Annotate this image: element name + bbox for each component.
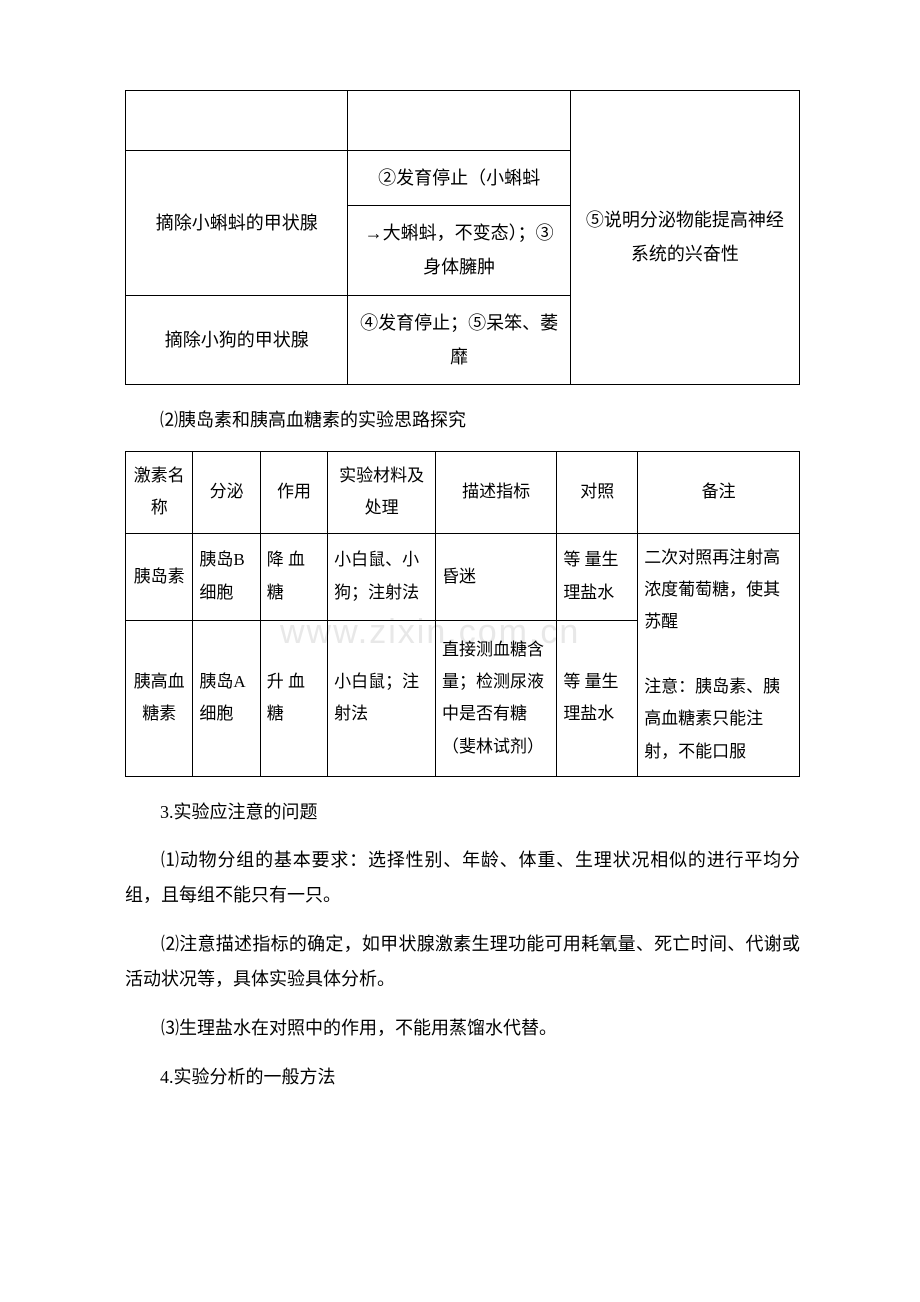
header-materials: 实验材料及处理 <box>328 452 436 534</box>
cell-insulin-control: 等 量生 理盐水 <box>557 533 638 620</box>
note-text-1: 二次对照再注射高浓度葡萄糖，使其苏醒 <box>644 548 780 632</box>
thyroid-experiment-table: ⑤说明分泌物能提高神经系统的兴奋性 摘除小蝌蚪的甲状腺 ②发育停止（小蝌蚪 →大… <box>125 90 800 385</box>
cell-insulin-secretion: 胰岛B 细胞 <box>193 533 260 620</box>
cell-glucagon-control: 等 量生 理盐水 <box>557 620 638 776</box>
cell-dog-result: ④发育停止；⑤呆笨、萎靡 <box>348 295 570 384</box>
hormone-experiment-table: 激素名称 分泌 作用 实验材料及处理 描述指标 对照 备注 胰岛素 胰岛B 细胞… <box>125 451 800 777</box>
note-text-2: 注意：胰岛素、胰高血糖素只能注射，不能口服 <box>644 677 780 761</box>
cell-glucagon-function: 升 血糖 <box>260 620 327 776</box>
cell-blank-2 <box>348 91 570 151</box>
cell-dog-removal: 摘除小狗的甲状腺 <box>126 295 348 384</box>
paragraph-saline: ⑶生理盐水在对照中的作用，不能用蒸馏水代替。 <box>125 1011 800 1046</box>
heading-experiment-notes: 3.实验应注意的问题 <box>160 795 800 829</box>
header-indicators: 描述指标 <box>436 452 557 534</box>
paragraph-indicators: ⑵注意描述指标的确定，如甲状腺激素生理功能可用耗氧量、死亡时间、代谢或活动状况等… <box>125 927 800 997</box>
cell-insulin-name: 胰岛素 <box>126 533 193 620</box>
table-header-row: 激素名称 分泌 作用 实验材料及处理 描述指标 对照 备注 <box>126 452 800 534</box>
cell-blank-1 <box>126 91 348 151</box>
heading-insulin-glucagon: ⑵胰岛素和胰高血糖素的实验思路探究 <box>160 403 800 437</box>
table-row: ⑤说明分泌物能提高神经系统的兴奋性 <box>126 91 800 151</box>
cell-glucagon-secretion: 胰岛A 细胞 <box>193 620 260 776</box>
header-control: 对照 <box>557 452 638 534</box>
cell-insulin-indicator: 昏迷 <box>436 533 557 620</box>
table-row: 胰岛素 胰岛B 细胞 降 血糖 小白鼠、小狗；注射法 昏迷 等 量生 理盐水 二… <box>126 533 800 620</box>
cell-tadpole-removal: 摘除小蝌蚪的甲状腺 <box>126 151 348 296</box>
header-secretion: 分泌 <box>193 452 260 534</box>
cell-insulin-function: 降 血糖 <box>260 533 327 620</box>
header-function: 作用 <box>260 452 327 534</box>
cell-notes-merged: 二次对照再注射高浓度葡萄糖，使其苏醒 注意：胰岛素、胰高血糖素只能注射，不能口服 <box>638 533 800 776</box>
cell-conclusion: ⑤说明分泌物能提高神经系统的兴奋性 <box>570 91 799 385</box>
header-notes: 备注 <box>638 452 800 534</box>
cell-tadpole-result2: →大蝌蚪，不变态）；③身体臃肿 <box>348 206 570 295</box>
heading-analysis-method: 4.实验分析的一般方法 <box>160 1060 800 1094</box>
cell-tadpole-result1: ②发育停止（小蝌蚪 <box>348 151 570 206</box>
cell-glucagon-indicator: 直接测血糖含量；检测尿液中是否有糖（斐林试剂） <box>436 620 557 776</box>
cell-insulin-materials: 小白鼠、小狗；注射法 <box>328 533 436 620</box>
cell-glucagon-name: 胰高血糖素 <box>126 620 193 776</box>
cell-glucagon-materials: 小白鼠；注射法 <box>328 620 436 776</box>
header-hormone-name: 激素名称 <box>126 452 193 534</box>
paragraph-grouping: ⑴动物分组的基本要求：选择性别、年龄、体重、生理状况相似的进行平均分组，且每组不… <box>125 843 800 913</box>
